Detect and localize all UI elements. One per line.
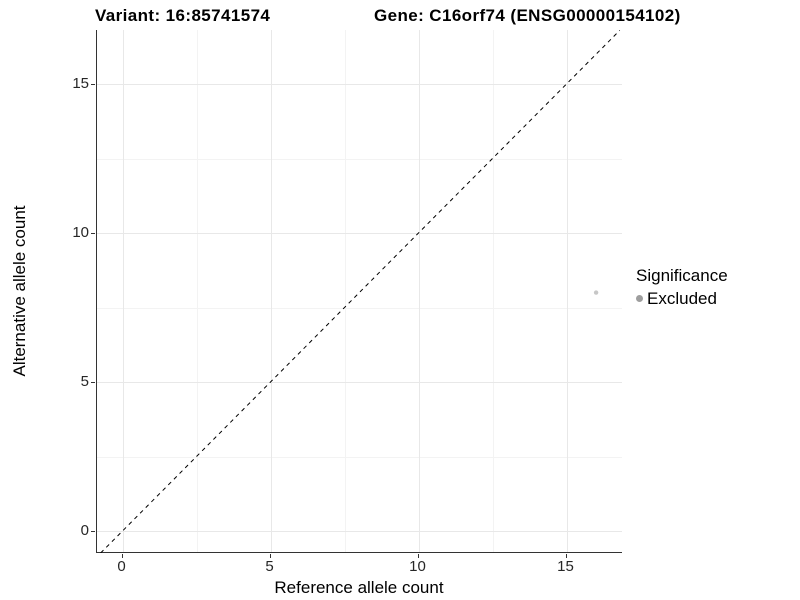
x-tick-label: 10	[409, 558, 426, 575]
x-tick-label: 0	[117, 558, 126, 575]
y-major-gridline	[97, 84, 622, 85]
y-axis-title: Alternative allele count	[10, 205, 29, 377]
x-major-gridline	[122, 30, 124, 552]
legend-title: Significance	[636, 266, 728, 285]
plot-panel	[96, 30, 622, 553]
y-major-gridline	[97, 382, 622, 383]
y-tick-label: 15	[72, 75, 89, 92]
x-major-gridline	[418, 30, 420, 552]
excluded-point-icon	[636, 295, 643, 302]
legend-item-excluded: Excluded	[636, 289, 728, 308]
y-tick-label: 0	[80, 522, 89, 539]
x-minor-gridline	[492, 30, 494, 552]
y-tick-mark	[91, 84, 95, 85]
y-minor-gridline	[97, 307, 622, 309]
legend-item-label: Excluded	[647, 289, 717, 308]
x-axis-title: Reference allele count	[274, 578, 444, 597]
y-tick-label: 10	[72, 224, 89, 241]
y-tick-label: 5	[80, 373, 89, 390]
x-tick-label: 5	[265, 558, 274, 575]
y-major-gridline	[97, 531, 622, 532]
x-tick-mark	[565, 554, 567, 558]
x-tick-mark	[417, 554, 419, 558]
x-tick-mark	[121, 554, 123, 558]
y-minor-gridline	[97, 456, 622, 458]
plot-title-variant: Variant: 16:85741574	[95, 6, 271, 25]
x-tick-label: 15	[557, 558, 574, 575]
y-tick-mark	[91, 531, 95, 532]
y-minor-gridline	[97, 158, 622, 160]
x-minor-gridline	[196, 30, 198, 552]
legend: Significance Excluded	[636, 266, 728, 308]
plot-title-gene: Gene: C16orf74 (ENSG00000154102)	[374, 6, 681, 25]
y-tick-mark	[91, 382, 95, 383]
x-major-gridline	[270, 30, 272, 552]
x-major-gridline	[566, 30, 568, 552]
x-minor-gridline	[344, 30, 346, 552]
plot-area-svg	[100, 30, 621, 553]
y-tick-mark	[91, 233, 95, 234]
data-point-excluded	[593, 290, 599, 295]
x-tick-mark	[269, 554, 271, 558]
identity-dashed-line	[100, 30, 621, 553]
y-major-gridline	[97, 233, 622, 234]
